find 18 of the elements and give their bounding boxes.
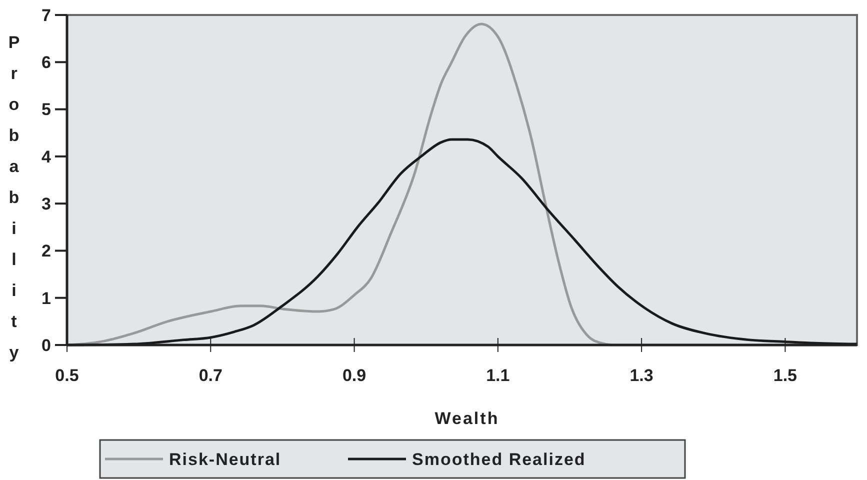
y-tick-label: 2 <box>42 242 51 261</box>
legend-label: Smoothed Realized <box>412 450 586 469</box>
x-tick-label: 1.1 <box>486 366 510 385</box>
legend-label: Risk-Neutral <box>169 450 282 469</box>
x-tick-label: 1.5 <box>773 366 797 385</box>
y-tick-label: 3 <box>42 194 51 214</box>
y-tick-label: 5 <box>42 100 51 120</box>
text: Probability <box>8 33 20 362</box>
x-tick-label: 0.5 <box>55 366 79 385</box>
x-tick-label: 0.9 <box>342 366 366 385</box>
y-tick-label: 6 <box>42 53 51 72</box>
y-tick-label: 7 <box>42 6 51 25</box>
y-tick-label: 4 <box>42 147 52 166</box>
x-tick-label: 0.7 <box>198 366 222 385</box>
y-tick-label: 1 <box>42 288 51 308</box>
x-axis-title: Wealth <box>434 409 500 428</box>
x-tick-label: 1.3 <box>630 366 654 385</box>
y-tick-label: 0 <box>42 336 51 355</box>
